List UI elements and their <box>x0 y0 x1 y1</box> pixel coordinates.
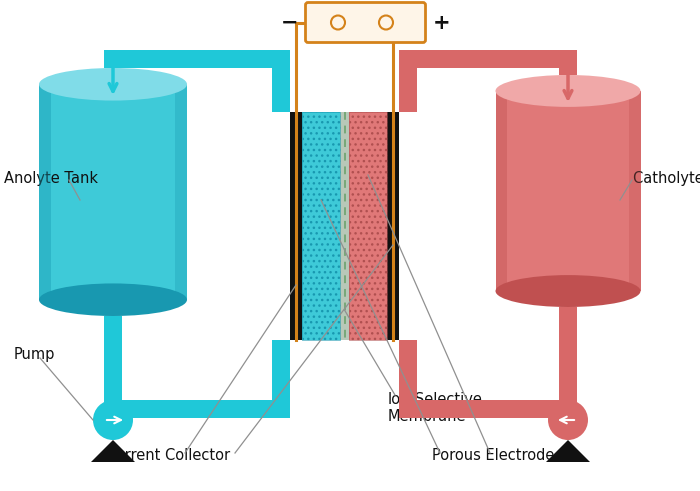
Bar <box>399 50 577 68</box>
Polygon shape <box>91 440 135 462</box>
Bar <box>39 84 51 300</box>
Bar <box>387 112 399 340</box>
Ellipse shape <box>39 68 187 101</box>
Text: −: − <box>281 12 298 32</box>
Bar <box>340 112 349 340</box>
Bar <box>349 112 387 340</box>
Bar <box>496 91 640 291</box>
Bar <box>349 112 387 340</box>
Circle shape <box>331 16 345 29</box>
Bar <box>104 50 290 68</box>
Bar <box>399 400 577 418</box>
Bar <box>559 68 577 75</box>
Circle shape <box>93 400 133 440</box>
Bar <box>272 68 290 112</box>
Text: Anolyte Tank: Anolyte Tank <box>4 170 98 186</box>
Bar <box>399 340 417 400</box>
Bar <box>272 340 290 400</box>
Polygon shape <box>546 440 590 462</box>
Text: Ion-Selective
Membrane: Ion-Selective Membrane <box>388 392 483 424</box>
Bar <box>559 307 577 418</box>
Circle shape <box>548 400 588 440</box>
FancyBboxPatch shape <box>305 2 426 43</box>
Bar <box>175 84 187 300</box>
Ellipse shape <box>496 275 640 307</box>
Bar <box>302 112 340 340</box>
Ellipse shape <box>39 283 187 316</box>
Bar <box>629 91 640 291</box>
Bar <box>302 112 340 340</box>
Bar <box>104 316 122 418</box>
Text: Current Collector: Current Collector <box>105 447 230 463</box>
Text: Pump: Pump <box>14 348 55 362</box>
Bar <box>496 91 507 291</box>
Bar <box>39 84 187 300</box>
Bar <box>399 68 417 112</box>
Bar <box>104 400 290 418</box>
Text: +: + <box>433 12 451 32</box>
Circle shape <box>379 16 393 29</box>
Bar <box>290 112 302 340</box>
Text: Catholyte Tank: Catholyte Tank <box>633 170 700 186</box>
Text: Porous Electrode: Porous Electrode <box>432 447 554 463</box>
Ellipse shape <box>496 75 640 107</box>
